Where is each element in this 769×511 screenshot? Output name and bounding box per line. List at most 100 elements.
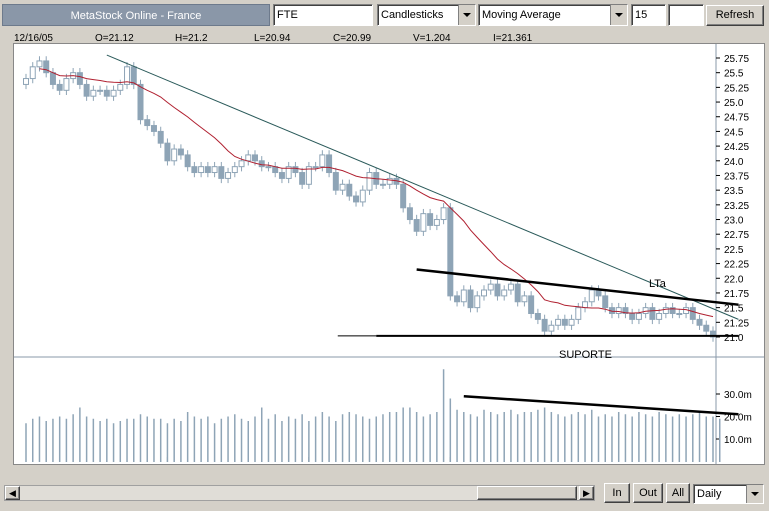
extra-input[interactable] bbox=[668, 4, 704, 26]
candle-body bbox=[662, 307, 669, 315]
candle-body bbox=[103, 89, 110, 97]
candle-body bbox=[218, 166, 225, 179]
candle-body bbox=[615, 307, 622, 315]
candle-body bbox=[225, 172, 232, 179]
trendline-label: LTa bbox=[649, 278, 667, 290]
candle-body bbox=[561, 318, 568, 326]
candle-body bbox=[177, 148, 184, 156]
price-tick-label: 22.5 bbox=[724, 245, 744, 256]
candle-body bbox=[339, 183, 346, 191]
price-volume-chart: 25.75 25.5 25.25 25.0 24.75 24.5 24.25 24.0 23.7… bbox=[14, 44, 764, 464]
candle-body bbox=[635, 313, 642, 320]
candle-body bbox=[582, 301, 589, 309]
price-tick-label: 25.75 bbox=[724, 54, 749, 65]
candle-body bbox=[427, 213, 434, 226]
candle-body bbox=[124, 66, 131, 85]
candle-body bbox=[528, 295, 535, 315]
candle-body bbox=[97, 89, 104, 92]
candle-body bbox=[501, 289, 508, 297]
candle-body bbox=[137, 83, 144, 121]
candle-body bbox=[231, 166, 238, 174]
candle-body bbox=[144, 119, 151, 127]
chevron-down-icon[interactable] bbox=[610, 5, 627, 25]
scroll-right-icon[interactable]: ▶ bbox=[579, 486, 594, 500]
indicator-select[interactable]: Moving Average bbox=[478, 4, 628, 26]
price-tick-label: 24.75 bbox=[724, 113, 749, 124]
candle-body bbox=[198, 166, 205, 174]
candle-body bbox=[171, 148, 178, 162]
candle-body bbox=[379, 183, 386, 186]
chart-style-select[interactable]: Candlesticks bbox=[377, 4, 476, 26]
trendline-volume-down bbox=[463, 395, 739, 416]
price-tick-label: 21.0 bbox=[724, 333, 744, 344]
price-tick-label: 22.0 bbox=[724, 274, 744, 285]
price-tick-label: 22.25 bbox=[724, 260, 749, 271]
candle-body bbox=[278, 172, 285, 179]
candle-body bbox=[602, 295, 609, 309]
interval-select[interactable]: Daily bbox=[693, 484, 764, 504]
candle-body bbox=[548, 324, 555, 332]
chart-area[interactable]: 25.75 25.5 25.25 25.0 24.75 24.5 24.25 24.0 23.7… bbox=[13, 43, 765, 465]
candle-body bbox=[184, 154, 191, 168]
candle-body bbox=[649, 307, 656, 320]
candle-body bbox=[467, 289, 474, 309]
candle-body bbox=[710, 330, 716, 338]
price-tick-label: 22.75 bbox=[724, 230, 749, 241]
candle-body bbox=[312, 166, 319, 169]
candle-body bbox=[555, 318, 562, 326]
candle-body bbox=[191, 166, 198, 174]
candle-body bbox=[689, 307, 696, 320]
scroll-left-icon[interactable]: ◀ bbox=[5, 486, 20, 500]
candle-body bbox=[130, 66, 137, 85]
candle-body bbox=[474, 295, 481, 309]
price-tick-label: 25.5 bbox=[724, 69, 744, 80]
price-tick-label: 24.25 bbox=[724, 142, 749, 153]
quote-indicator: I=21.361 bbox=[493, 33, 533, 44]
candle-body bbox=[353, 195, 360, 203]
candle-body bbox=[521, 295, 528, 303]
candle-body bbox=[258, 160, 265, 168]
candle-body bbox=[406, 207, 413, 221]
candle-body bbox=[433, 219, 440, 226]
price-tick-label: 24.5 bbox=[724, 127, 744, 138]
candle-body bbox=[211, 166, 218, 174]
refresh-button[interactable]: Refresh bbox=[706, 5, 764, 26]
trendline-long-downtrend bbox=[106, 54, 739, 320]
candle-body bbox=[629, 313, 636, 320]
zoom-in-button[interactable]: In bbox=[604, 483, 630, 503]
candle-body bbox=[150, 125, 157, 132]
volume-tick-label: 20.0m bbox=[724, 413, 752, 424]
candle-body bbox=[23, 78, 29, 85]
price-tick-label: 25.25 bbox=[724, 83, 749, 94]
price-tick-label: 21.25 bbox=[724, 318, 749, 329]
price-tick-label: 21.5 bbox=[724, 304, 744, 315]
price-tick-label: 21.75 bbox=[724, 289, 749, 300]
quote-low: L=20.94 bbox=[254, 33, 291, 44]
price-tick-label: 24.0 bbox=[724, 157, 744, 168]
candle-body bbox=[575, 307, 582, 320]
candle-body bbox=[669, 307, 676, 315]
app-title: MetaStock Online - France bbox=[2, 4, 270, 26]
candle-body bbox=[332, 172, 339, 191]
candle-body bbox=[36, 60, 43, 68]
candle-body bbox=[460, 289, 467, 303]
price-tick-label: 23.75 bbox=[724, 171, 749, 182]
period-input[interactable]: 15 bbox=[631, 4, 666, 26]
chevron-down-icon[interactable] bbox=[458, 5, 475, 25]
interval-value: Daily bbox=[697, 488, 722, 500]
price-tick-label: 23.0 bbox=[724, 216, 744, 227]
volume-tick-label: 10.0m bbox=[724, 435, 752, 446]
candle-body bbox=[413, 219, 420, 232]
zoom-out-button[interactable]: Out bbox=[633, 483, 663, 503]
candle-body bbox=[164, 142, 171, 162]
candle-body bbox=[326, 154, 333, 174]
scroll-thumb[interactable] bbox=[477, 486, 577, 500]
chevron-down-icon[interactable] bbox=[746, 485, 763, 503]
zoom-all-button[interactable]: All bbox=[666, 483, 690, 503]
candle-body bbox=[83, 83, 90, 97]
candle-body bbox=[534, 313, 541, 320]
horizontal-scrollbar[interactable]: ◀ ▶ bbox=[4, 485, 595, 501]
symbol-input[interactable]: FTE bbox=[273, 4, 373, 26]
candle-body bbox=[568, 318, 575, 326]
quote-date: 12/16/05 bbox=[14, 33, 53, 44]
